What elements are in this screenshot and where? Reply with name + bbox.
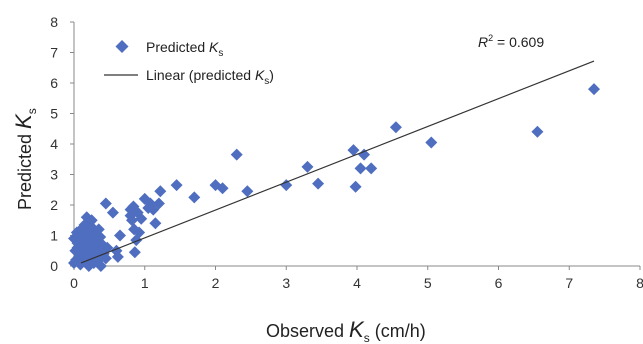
data-point: [358, 148, 371, 161]
data-point: [94, 260, 107, 272]
data-point: [99, 197, 112, 210]
data-point: [152, 197, 165, 210]
x-tick-labels: 0 1 2 3 4 5 6 7 8: [70, 275, 643, 291]
trendline: [80, 60, 595, 264]
y-tick-label: 5: [50, 106, 58, 122]
data-point: [106, 206, 119, 219]
data-point: [85, 214, 98, 227]
x-tick-label: 1: [141, 275, 149, 291]
data-point: [113, 229, 126, 242]
x-tick-label: 8: [636, 275, 643, 291]
data-point: [588, 83, 601, 96]
x-axis-title: Observed Ks (cm/h): [266, 317, 426, 344]
data-point: [188, 191, 201, 204]
data-point: [149, 217, 162, 230]
y-tick-label: 2: [50, 197, 58, 213]
y-axis-title: Predicted Ks: [11, 108, 39, 210]
data-point: [128, 246, 141, 259]
data-point: [99, 252, 112, 265]
legend: Predicted Ks Linear (predicted Ks): [104, 39, 274, 87]
data-point: [365, 162, 378, 175]
x-tick-label: 7: [565, 275, 573, 291]
y-tick-label: 1: [50, 228, 58, 244]
legend-entry-predicted: Predicted Ks: [146, 39, 223, 59]
data-point: [135, 212, 148, 225]
x-tick-label: 5: [424, 275, 432, 291]
data-point: [312, 177, 325, 190]
x-tick-label: 2: [212, 275, 220, 291]
data-point: [347, 144, 360, 157]
data-point: [280, 179, 293, 192]
data-point: [425, 136, 438, 149]
x-tick-label: 4: [353, 275, 361, 291]
data-point: [92, 223, 105, 236]
data-point: [531, 125, 544, 138]
data-point: [126, 214, 139, 227]
data-point: [349, 180, 362, 193]
y-tick-label: 0: [50, 258, 58, 274]
data-point: [170, 179, 183, 192]
data-point: [101, 241, 114, 254]
r-squared-annotation: R2 = 0.609: [478, 33, 544, 50]
y-tick-label: 8: [50, 14, 58, 30]
data-point: [133, 226, 146, 239]
y-tick-label: 4: [50, 136, 58, 152]
legend-diamond-marker: [115, 40, 129, 53]
y-tick-label: 7: [50, 45, 58, 61]
legend-entry-linear: Linear (predicted Ks): [146, 67, 274, 87]
data-point: [216, 182, 229, 195]
data-point: [230, 148, 243, 161]
data-point: [111, 250, 124, 263]
data-point: [87, 238, 100, 251]
data-point: [354, 162, 367, 175]
data-point: [154, 185, 167, 198]
data-point: [301, 160, 314, 173]
x-tick-label: 3: [282, 275, 290, 291]
x-tick-label: 6: [495, 275, 503, 291]
data-points: [68, 83, 601, 272]
data-point: [389, 121, 402, 134]
y-tick-label: 3: [50, 167, 58, 183]
data-point: [241, 185, 254, 198]
y-tick-labels: 0 1 2 3 4 5 6 7 8: [50, 14, 58, 274]
x-tick-label: 0: [70, 275, 78, 291]
y-tick-label: 6: [50, 75, 58, 91]
